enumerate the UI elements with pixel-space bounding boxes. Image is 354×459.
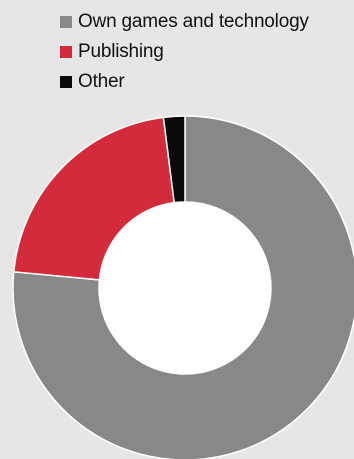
donut-slices — [12, 115, 354, 459]
legend-label: Other — [78, 71, 125, 92]
donut-hole — [99, 202, 271, 374]
chart-legend: Own games and technology Publishing Othe… — [60, 7, 309, 97]
legend-label: Publishing — [78, 41, 164, 62]
legend-swatch — [60, 16, 72, 28]
legend-swatch — [60, 76, 72, 88]
legend-item-publishing: Publishing — [60, 37, 309, 67]
legend-item-own-games-and-technology: Own games and technology — [60, 7, 309, 37]
legend-swatch — [60, 46, 72, 58]
legend-item-other: Other — [60, 67, 309, 97]
legend-label: Own games and technology — [78, 11, 309, 32]
